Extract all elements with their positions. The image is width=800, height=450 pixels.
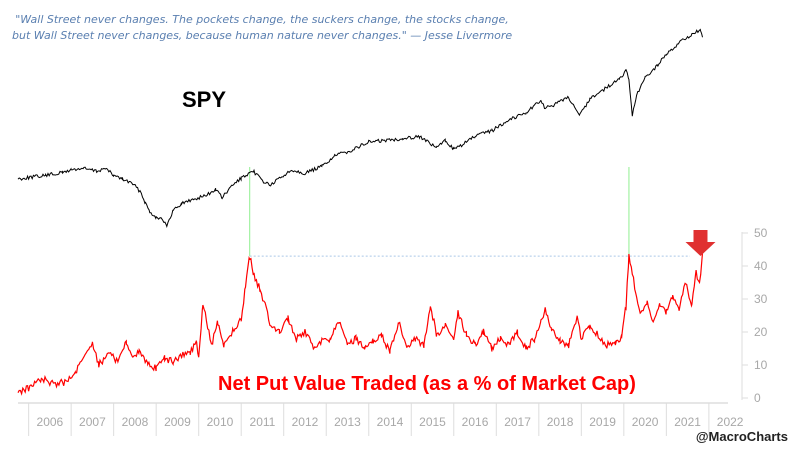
x-tick-label: 2008 xyxy=(122,415,149,429)
y-tick-label: 30 xyxy=(754,292,768,306)
x-tick-label: 2018 xyxy=(547,415,574,429)
y-tick-label: 40 xyxy=(754,259,768,273)
x-tick-label: 2010 xyxy=(207,415,234,429)
x-tick-label: 2014 xyxy=(377,415,404,429)
x-tick-label: 2019 xyxy=(589,415,616,429)
x-tick-label: 2015 xyxy=(419,415,446,429)
x-tick-label: 2022 xyxy=(717,415,744,429)
x-axis: 2006 2007 2008 2009 2010 2011 2012 2013 2014 2015… xyxy=(18,402,744,436)
spike-markers xyxy=(249,167,690,257)
x-tick-label: 2013 xyxy=(334,415,361,429)
y-tick-label: 20 xyxy=(754,325,768,339)
x-tick-label: 2012 xyxy=(292,415,319,429)
arrow-shape xyxy=(685,230,716,256)
quote-block: "Wall Street never changes. The pockets … xyxy=(12,12,512,44)
down-arrow-icon xyxy=(685,230,716,256)
x-tick-label: 2006 xyxy=(37,415,64,429)
x-tick-label: 2017 xyxy=(504,415,531,429)
y-axis-right: 50 40 30 20 10 0 xyxy=(741,226,768,405)
x-tick-label: 2009 xyxy=(164,415,191,429)
y-tick-label: 50 xyxy=(754,226,768,240)
credit-label: @MacroCharts xyxy=(695,429,788,444)
y-tick-label: 10 xyxy=(754,358,768,372)
x-tick-label: 2020 xyxy=(632,415,659,429)
spy-series-line xyxy=(17,28,703,228)
put-series-line xyxy=(17,252,704,396)
x-tick-label: 2016 xyxy=(462,415,489,429)
x-tick-label: 2007 xyxy=(79,415,106,429)
quote-line-2: but Wall Street never changes, because h… xyxy=(12,29,513,42)
spy-label: SPY xyxy=(182,87,226,112)
put-series-label: Net Put Value Traded (as a % of Market C… xyxy=(218,373,636,395)
x-tick-label: 2021 xyxy=(674,415,701,429)
quote-line-1: "Wall Street never changes. The pockets … xyxy=(15,13,509,26)
x-tick-label: 2011 xyxy=(250,415,276,429)
y-tick-label: 0 xyxy=(754,391,761,405)
